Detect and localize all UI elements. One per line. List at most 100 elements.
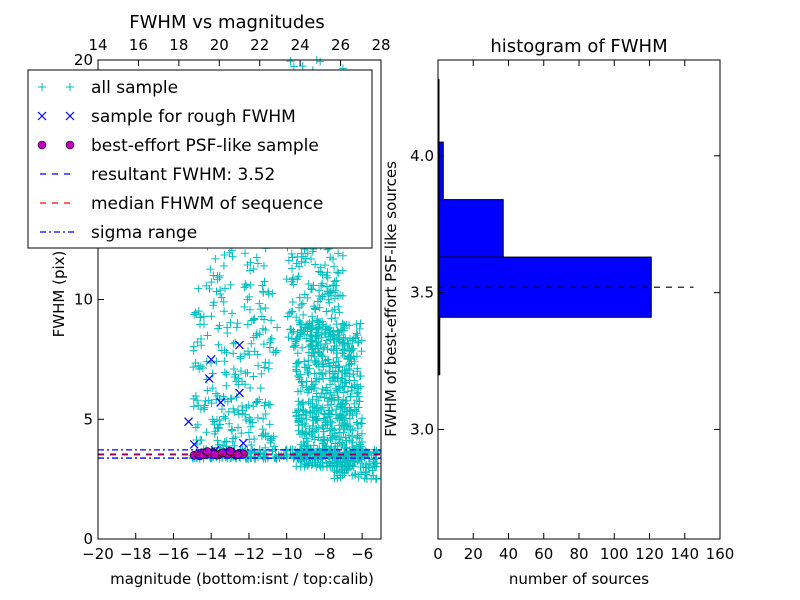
all-sample-point bbox=[226, 318, 235, 327]
all-sample-point bbox=[243, 320, 252, 329]
all-sample-point bbox=[349, 370, 358, 379]
all-sample-point bbox=[261, 304, 270, 313]
all-sample-point bbox=[189, 363, 198, 372]
all-sample-point bbox=[243, 295, 252, 304]
all-sample-point bbox=[347, 438, 356, 447]
all-sample-point bbox=[335, 363, 344, 372]
all-sample-point bbox=[228, 309, 237, 318]
all-sample-point bbox=[304, 437, 313, 446]
all-sample-point bbox=[242, 403, 251, 412]
all-sample-point bbox=[220, 438, 229, 447]
all-sample-point bbox=[317, 389, 326, 398]
all-sample-point bbox=[355, 324, 364, 333]
all-sample-point bbox=[352, 409, 361, 418]
all-sample-point bbox=[257, 369, 266, 378]
legend-item: best-effort PSF-like sample bbox=[37, 136, 319, 156]
all-sample-point bbox=[208, 384, 217, 393]
all-sample-point bbox=[352, 329, 361, 338]
x-tick-label: −6 bbox=[351, 545, 373, 563]
x-tick-label: 120 bbox=[635, 545, 664, 563]
all-sample-point bbox=[330, 262, 339, 271]
all-sample-point bbox=[317, 281, 326, 290]
all-sample-point bbox=[229, 434, 238, 443]
all-sample-point bbox=[314, 348, 323, 357]
all-sample-point bbox=[326, 410, 335, 419]
all-sample-point bbox=[240, 249, 249, 258]
all-sample-point bbox=[338, 319, 347, 328]
all-sample-point bbox=[327, 314, 336, 323]
top-x-tick-label: 24 bbox=[291, 36, 310, 54]
all-sample-point bbox=[253, 350, 262, 359]
all-sample-point bbox=[298, 299, 307, 308]
all-sample-point bbox=[315, 303, 324, 312]
all-sample-point bbox=[356, 440, 365, 449]
all-sample-point bbox=[338, 438, 347, 447]
all-sample-point bbox=[294, 426, 303, 435]
all-sample-point bbox=[348, 471, 357, 480]
all-sample-point bbox=[252, 398, 261, 407]
all-sample-point bbox=[325, 426, 334, 435]
all-sample-point bbox=[302, 415, 311, 424]
all-sample-point bbox=[265, 420, 274, 429]
all-sample-point bbox=[308, 312, 317, 321]
all-sample-point bbox=[226, 394, 235, 403]
all-sample-point bbox=[283, 312, 292, 321]
all-sample-point bbox=[326, 431, 335, 440]
all-sample-point bbox=[320, 343, 329, 352]
all-sample-point bbox=[319, 345, 328, 354]
all-sample-point bbox=[339, 421, 348, 430]
all-sample-point bbox=[250, 315, 259, 324]
all-sample-point bbox=[260, 363, 269, 372]
all-sample-point bbox=[189, 402, 198, 411]
all-sample-point bbox=[306, 399, 315, 408]
all-sample-point bbox=[338, 339, 347, 348]
all-sample-point bbox=[330, 445, 339, 454]
all-sample-point bbox=[293, 349, 302, 358]
all-sample-point bbox=[339, 428, 348, 437]
all-sample-point bbox=[193, 420, 202, 429]
all-sample-point bbox=[344, 431, 353, 440]
all-sample-point bbox=[322, 322, 331, 331]
all-sample-point bbox=[194, 307, 203, 316]
all-sample-point bbox=[220, 284, 229, 293]
all-sample-point bbox=[328, 330, 337, 339]
all-sample-point bbox=[266, 336, 275, 345]
all-sample-point bbox=[344, 354, 353, 363]
legend-box bbox=[27, 69, 373, 249]
all-sample-point bbox=[233, 319, 242, 328]
legend-label: sample for rough FWHM bbox=[91, 107, 296, 127]
all-sample-point bbox=[322, 282, 331, 291]
right-y-axis-label: FWHM of best-effort PSF-like sources bbox=[382, 161, 400, 437]
all-sample-point bbox=[353, 433, 362, 442]
y-tick-label: 20 bbox=[74, 51, 93, 69]
all-sample-point bbox=[333, 326, 342, 335]
all-sample-point bbox=[249, 264, 258, 273]
all-sample-point bbox=[259, 288, 268, 297]
all-sample-point bbox=[210, 429, 219, 438]
all-sample-point bbox=[328, 288, 337, 297]
all-sample-point bbox=[227, 425, 236, 434]
all-sample-point bbox=[257, 312, 266, 321]
all-sample-point bbox=[226, 280, 235, 289]
all-sample-point bbox=[248, 418, 257, 427]
top-x-tick-label: 28 bbox=[371, 36, 390, 54]
x-tick-label: 80 bbox=[569, 545, 588, 563]
legend-marker-swatch bbox=[65, 111, 75, 121]
all-sample-point bbox=[259, 452, 268, 461]
all-sample-point bbox=[310, 384, 319, 393]
x-tick-label: 0 bbox=[433, 545, 443, 563]
all-sample-point bbox=[242, 281, 251, 290]
x-tick-label: −8 bbox=[313, 545, 335, 563]
all-sample-point bbox=[255, 330, 264, 339]
all-sample-point bbox=[302, 383, 311, 392]
all-sample-point bbox=[348, 411, 357, 420]
all-sample-point bbox=[246, 384, 255, 393]
y-tick-label: 0 bbox=[83, 530, 93, 548]
all-sample-point bbox=[308, 247, 317, 256]
rough-fwhm-point bbox=[216, 398, 226, 407]
fwhm-histogram-chart: histogram of FWHM 0 20 40 60 80 100 120 140 160 … bbox=[382, 36, 734, 588]
all-sample-point bbox=[266, 400, 275, 409]
all-sample-point bbox=[356, 442, 365, 451]
all-sample-point bbox=[220, 346, 229, 355]
all-sample-point bbox=[287, 308, 296, 317]
